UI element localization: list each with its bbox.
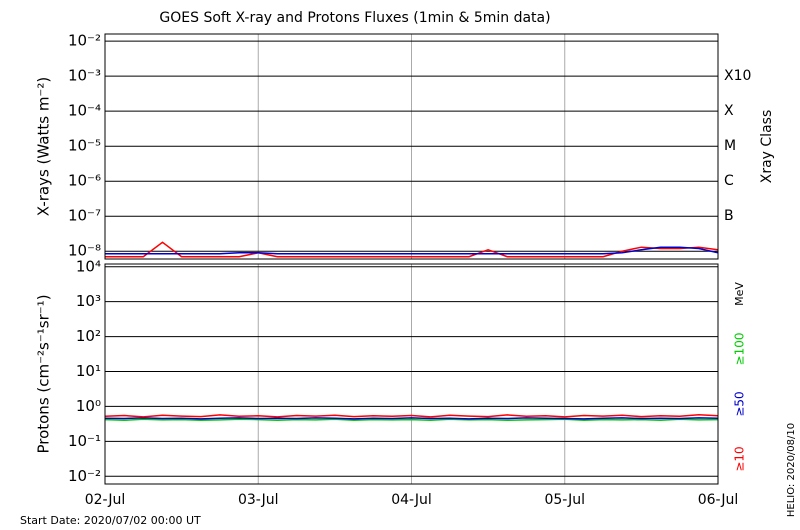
plot-frame — [104, 33, 719, 260]
series-line — [105, 413, 718, 418]
y-tick-label: 10⁰ — [76, 397, 101, 415]
y-tick-label: 10³ — [76, 292, 101, 310]
legend-label: ≥100 — [733, 333, 747, 366]
chart-title: GOES Soft X-ray and Protons Fluxes (1min… — [159, 10, 550, 26]
x-tick-label: 03-Jul — [238, 492, 279, 508]
y-tick-label: 10⁻⁸ — [68, 242, 101, 260]
x-tick-label: 05-Jul — [544, 492, 585, 508]
y-tick-label: 10¹ — [76, 362, 101, 380]
y-tick-label: 10² — [76, 327, 101, 345]
legend-label: ≥10 — [733, 446, 747, 471]
y-tick-label: 10⁻¹ — [68, 432, 101, 450]
series-line — [105, 417, 718, 420]
unit-label: MeV — [733, 282, 746, 306]
y-tick-label: 10⁻³ — [68, 67, 101, 85]
x-tick-label: 02-Jul — [85, 492, 126, 508]
y-tick-label: 10⁻⁷ — [68, 207, 101, 225]
y2-tick-label: C — [724, 173, 734, 189]
y2-tick-label: X — [724, 103, 734, 119]
plot-frame — [104, 263, 719, 485]
y2-tick-label: B — [724, 208, 734, 224]
y-tick-label: 10⁻² — [68, 467, 101, 485]
y2-axis-title: Xray Class — [759, 110, 775, 184]
series-line — [105, 418, 718, 422]
legend-label: ≥50 — [733, 391, 747, 416]
series-line — [105, 246, 718, 255]
y-tick-label: 10⁻⁴ — [68, 102, 101, 120]
y2-tick-label: M — [724, 138, 736, 154]
y-tick-label: 10⁻² — [68, 32, 101, 50]
y2-tick-label: X10 — [724, 68, 751, 84]
y-tick-label: 10⁻⁶ — [68, 172, 101, 190]
x-tick-label: 06-Jul — [698, 492, 739, 508]
y-axis-title: Protons (cm⁻²s⁻¹sr⁻¹) — [35, 294, 53, 453]
credit: HELIO: 2020/08/10 — [786, 423, 797, 517]
y-tick-label: 10⁻⁵ — [68, 137, 101, 155]
y-tick-label: 10⁴ — [76, 257, 101, 275]
x-tick-label: 04-Jul — [391, 492, 432, 508]
y-axis-title: X-rays (Watts m⁻²) — [35, 77, 53, 216]
start-date: Start Date: 2020/07/02 00:00 UT — [20, 514, 201, 527]
